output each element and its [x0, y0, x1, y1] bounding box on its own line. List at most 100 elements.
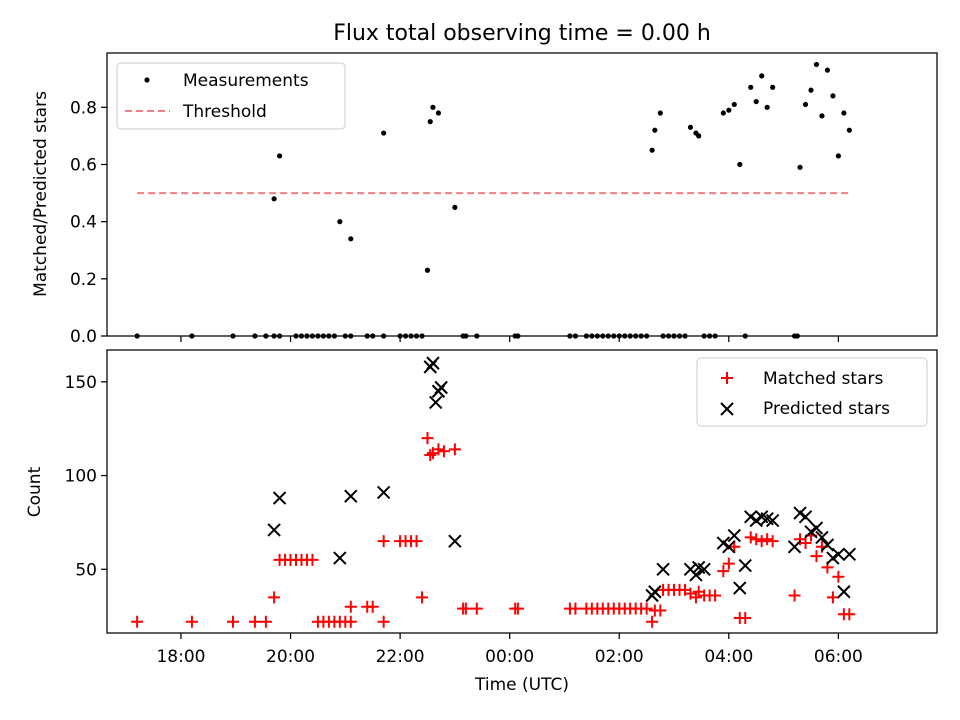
matched-star-point: [259, 615, 272, 628]
bottom-legend: Matched stars Predicted stars: [696, 357, 928, 427]
top-y-axis: 0.0 0.2 0.4 0.6 0.8: [70, 98, 107, 347]
measurement-point: [797, 164, 803, 170]
measurement-point: [657, 110, 663, 116]
matched-star-point: [470, 602, 483, 615]
measurement-point: [276, 153, 283, 159]
matched-star-point: [761, 533, 774, 546]
matched-star-point: [826, 591, 839, 604]
matched-star-point: [739, 612, 752, 625]
predicted-star-point: [798, 510, 813, 524]
matched-star-point: [755, 535, 768, 548]
matched-star-point: [377, 535, 390, 548]
legend-marker-matched: [721, 372, 733, 384]
matched-star-point: [227, 615, 240, 628]
top-legend: Measurements Threshold: [116, 62, 346, 130]
predicted-star-point: [831, 547, 846, 561]
measurement-point: [337, 219, 343, 225]
bottom-plot-area: [131, 356, 857, 628]
predicted-star-point: [738, 558, 752, 573]
y-tick-label: 100: [65, 467, 97, 487]
legend-label-matched: Matched stars: [763, 369, 883, 389]
y-tick-label: 0.8: [70, 98, 97, 118]
measurement-point: [846, 127, 852, 133]
measurement-point: [726, 107, 732, 113]
matched-star-point: [640, 602, 653, 615]
measurement-point: [753, 98, 759, 105]
measurement-point: [381, 130, 387, 136]
measurement-point: [424, 267, 431, 273]
matched-star-point: [646, 615, 659, 628]
measurement-point: [435, 110, 442, 116]
matched-star-point: [185, 615, 198, 628]
legend-label-threshold: Threshold: [182, 102, 267, 122]
legend-label-predicted: Predicted stars: [763, 399, 890, 419]
matched-star-point: [709, 589, 722, 602]
measurement-point: [731, 101, 737, 108]
predicted-star-point: [333, 551, 347, 565]
y-tick-label: 150: [65, 373, 97, 393]
predicted-star-point: [815, 530, 829, 545]
measurement-point: [737, 161, 743, 168]
matched-star-point: [788, 589, 801, 602]
predicted-star-point: [434, 380, 448, 395]
predicted-star-point: [809, 521, 824, 535]
matched-star-point: [248, 615, 261, 628]
matched-star-point: [268, 591, 281, 604]
measurement-point: [652, 127, 658, 133]
matched-star-point: [366, 600, 379, 613]
legend-marker-measurements: [144, 77, 150, 83]
matched-star-point: [432, 443, 445, 456]
x-tick-label: 04:00: [704, 647, 753, 667]
predicted-star-point: [448, 534, 462, 548]
bottom-panel: 50 100 150 18:00 20:00 22:00 00:00 02:00 04:00 0…: [25, 349, 938, 695]
matched-star-point: [744, 531, 757, 544]
predicted-star-point: [733, 581, 747, 595]
y-tick-label: 0.4: [70, 213, 97, 233]
measurement-point: [824, 67, 831, 73]
measurement-point: [819, 113, 825, 119]
measurement-point: [348, 236, 354, 242]
bottom-axes-frame: [106, 349, 938, 634]
matched-star-point: [306, 553, 319, 566]
predicted-star-point: [697, 562, 711, 576]
matched-star-point: [459, 602, 472, 615]
predicted-star-point: [722, 540, 736, 554]
measurement-point: [808, 87, 814, 93]
measurement-point: [813, 61, 820, 68]
top-y-axis-label: Matched/Predicted stars: [31, 91, 51, 297]
measurement-point: [687, 124, 694, 130]
x-tick-label: 06:00: [814, 647, 863, 667]
matched-star-point: [416, 591, 429, 604]
bottom-legend-box: [696, 357, 928, 427]
matched-star-point: [377, 615, 390, 628]
matched-star-point: [750, 533, 763, 546]
legend-marker-predicted: [720, 402, 734, 416]
matched-star-point: [654, 604, 667, 617]
bottom-y-axis: 50 100 150: [65, 373, 107, 580]
matched-star-point: [689, 591, 702, 604]
measurement-point: [427, 119, 433, 125]
matched-star-point: [437, 445, 450, 458]
measurement-point: [835, 153, 841, 159]
predicted-star-point: [426, 356, 440, 370]
predicted-star-point: [267, 523, 281, 537]
legend-label-measurements: Measurements: [183, 71, 309, 91]
measurement-point: [802, 101, 809, 108]
predicted-star-point: [344, 489, 358, 503]
measurement-point: [452, 204, 458, 210]
x-tick-label: 18:00: [156, 647, 205, 667]
bottom-x-axis-label: Time (UTC): [474, 675, 569, 695]
predicted-star-point: [656, 562, 670, 576]
top-axes-frame: [106, 52, 938, 337]
matched-star-point: [424, 448, 437, 461]
y-tick-label: 0.6: [70, 155, 97, 175]
predicted-star-point: [727, 528, 742, 543]
matched-star-point: [421, 432, 434, 445]
top-plot-area: [134, 61, 852, 339]
matched-star-point: [843, 608, 856, 621]
measurement-point: [841, 110, 847, 116]
matched-star-point: [511, 602, 524, 615]
measurement-point: [696, 133, 702, 139]
predicted-star-point: [429, 395, 443, 410]
